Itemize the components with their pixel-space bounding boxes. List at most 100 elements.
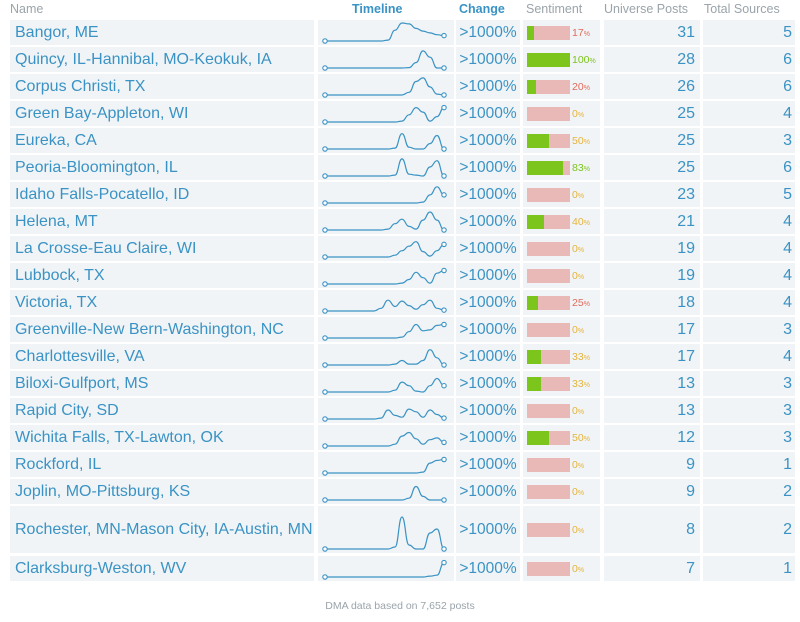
change-value: >1000% bbox=[456, 74, 520, 99]
sentiment-bar bbox=[527, 133, 570, 148]
header-change[interactable]: Change bbox=[459, 2, 505, 16]
sparkline-start-point bbox=[322, 470, 328, 476]
dma-name-link[interactable]: Wichita Falls, TX-Lawton, OK bbox=[10, 425, 314, 450]
table-row[interactable]: Rochester, MN-Mason City, IA-Austin, MN >… bbox=[0, 506, 800, 553]
dma-name-link[interactable]: Rapid City, SD bbox=[10, 398, 314, 423]
dma-name-link[interactable]: Helena, MT bbox=[10, 209, 314, 234]
table-row[interactable]: Charlottesville, VA >1000% 33% 17 4 bbox=[0, 344, 800, 369]
table-row[interactable]: Rockford, IL >1000% 0% 9 1 bbox=[0, 452, 800, 477]
dma-name-link[interactable]: Eureka, CA bbox=[10, 128, 314, 153]
sentiment-bar-positive bbox=[527, 349, 542, 364]
universe-posts-value: 8 bbox=[604, 506, 700, 553]
universe-posts-value: 23 bbox=[604, 182, 700, 207]
sparkline-end-point bbox=[441, 241, 447, 248]
table-row[interactable]: Bangor, ME >1000% 17% 31 5 bbox=[0, 20, 800, 45]
sentiment-percent: 83% bbox=[572, 162, 590, 176]
sentiment-percent-value: 50 bbox=[572, 134, 584, 147]
dma-name-link[interactable]: Peoria-Bloomington, IL bbox=[10, 155, 314, 180]
total-sources-value: 1 bbox=[703, 556, 795, 581]
universe-posts-value: 19 bbox=[604, 263, 700, 288]
timeline-sparkline bbox=[318, 452, 454, 477]
change-value: >1000% bbox=[456, 425, 520, 450]
table-row[interactable]: Greenville-New Bern-Washington, NC >1000%… bbox=[0, 317, 800, 342]
sparkline-svg bbox=[322, 431, 447, 449]
header-universe-posts[interactable]: Universe Posts bbox=[604, 2, 689, 16]
sentiment-cell: 33% bbox=[523, 344, 600, 369]
dma-name-link[interactable]: Rockford, IL bbox=[10, 452, 314, 477]
sentiment-percent-value: 50 bbox=[572, 431, 584, 444]
dma-name-link[interactable]: Biloxi-Gulfport, MS bbox=[10, 371, 314, 396]
total-sources-value: 3 bbox=[703, 425, 795, 450]
dma-name-link[interactable]: Clarksburg-Weston, WV bbox=[10, 556, 314, 581]
sentiment-percent-value: 17 bbox=[572, 26, 584, 39]
percent-sign: % bbox=[583, 84, 590, 92]
table-row[interactable]: Peoria-Bloomington, IL >1000% 83% 25 6 bbox=[0, 155, 800, 180]
total-sources-value: 1 bbox=[703, 452, 795, 477]
table-row[interactable]: Wichita Falls, TX-Lawton, OK >1000% 50% 12 3 bbox=[0, 425, 800, 450]
dma-name-link[interactable]: Joplin, MO-Pittsburg, KS bbox=[10, 479, 314, 504]
dma-name-link[interactable]: La Crosse-Eau Claire, WI bbox=[10, 236, 314, 261]
table-row[interactable]: Victoria, TX >1000% 25% 18 4 bbox=[0, 290, 800, 315]
table-row[interactable]: Idaho Falls-Pocatello, ID >1000% 0% 23 5 bbox=[0, 182, 800, 207]
dma-name-link[interactable]: Idaho Falls-Pocatello, ID bbox=[10, 182, 314, 207]
sparkline-start-point bbox=[322, 335, 328, 341]
total-sources-value: 6 bbox=[703, 47, 795, 72]
sparkline-line bbox=[324, 516, 445, 550]
total-sources-value: 4 bbox=[703, 236, 795, 261]
sparkline-line bbox=[325, 269, 445, 285]
dma-name-link[interactable]: Lubbock, TX bbox=[10, 263, 314, 288]
header-sentiment[interactable]: Sentiment bbox=[526, 2, 583, 16]
sentiment-bar-positive bbox=[527, 214, 545, 229]
sentiment-cell: 40% bbox=[523, 209, 600, 234]
dma-name-link[interactable]: Charlottesville, VA bbox=[10, 344, 314, 369]
table-row[interactable]: Eureka, CA >1000% 50% 25 3 bbox=[0, 128, 800, 153]
table-row[interactable]: Lubbock, TX >1000% 0% 19 4 bbox=[0, 263, 800, 288]
table-row[interactable]: Joplin, MO-Pittsburg, KS >1000% 0% 9 2 bbox=[0, 479, 800, 504]
dma-name-link[interactable]: Green Bay-Appleton, WI bbox=[10, 101, 314, 126]
dma-name-link[interactable]: Rochester, MN-Mason City, IA-Austin, MN bbox=[10, 506, 314, 553]
timeline-sparkline bbox=[318, 182, 454, 207]
percent-sign: % bbox=[577, 489, 585, 497]
table-row[interactable]: Rapid City, SD >1000% 0% 13 3 bbox=[0, 398, 800, 423]
dma-name-link[interactable]: Quincy, IL-Hannibal, MO-Keokuk, IA bbox=[10, 47, 314, 72]
dma-name-link[interactable]: Bangor, ME bbox=[10, 20, 314, 45]
sentiment-bar-positive bbox=[527, 376, 542, 391]
table-row[interactable]: Helena, MT >1000% 40% 21 4 bbox=[0, 209, 800, 234]
sparkline-start-point bbox=[322, 281, 328, 287]
sparkline-start-point bbox=[322, 416, 328, 422]
sentiment-percent: 17% bbox=[572, 27, 590, 41]
sentiment-percent-value: 33 bbox=[572, 377, 584, 390]
sentiment-bar-positive bbox=[527, 79, 536, 94]
total-sources-value: 4 bbox=[703, 263, 795, 288]
table-row[interactable]: Green Bay-Appleton, WI >1000% 0% 25 4 bbox=[0, 101, 800, 126]
table-row[interactable]: Corpus Christi, TX >1000% 20% 26 6 bbox=[0, 74, 800, 99]
header-name[interactable]: Name bbox=[10, 2, 44, 16]
change-value: >1000% bbox=[456, 344, 520, 369]
header-total-sources[interactable]: Total Sources bbox=[704, 2, 780, 16]
header-timeline[interactable]: Timeline bbox=[352, 2, 403, 16]
sparkline-start-point bbox=[322, 38, 328, 44]
sparkline-svg bbox=[322, 241, 447, 260]
dma-name-link[interactable]: Victoria, TX bbox=[10, 290, 314, 315]
sparkline-svg bbox=[322, 321, 447, 341]
dma-name-link[interactable]: Greenville-New Bern-Washington, NC bbox=[10, 317, 314, 342]
total-sources-value: 5 bbox=[703, 20, 795, 45]
sentiment-percent: 20% bbox=[572, 81, 590, 95]
sentiment-percent-value: 83 bbox=[572, 161, 584, 174]
table-row[interactable]: Biloxi-Gulfport, MS >1000% 33% 13 3 bbox=[0, 371, 800, 396]
percent-sign: % bbox=[577, 566, 585, 574]
table-row[interactable]: Clarksburg-Weston, WV >1000% 0% 7 1 bbox=[0, 556, 800, 581]
sparkline-end-point bbox=[441, 362, 447, 368]
sentiment-bar bbox=[527, 241, 570, 256]
dma-name-link[interactable]: Corpus Christi, TX bbox=[10, 74, 314, 99]
sparkline-line bbox=[325, 349, 445, 366]
sparkline-start-point bbox=[322, 200, 328, 206]
percent-sign: % bbox=[577, 273, 585, 281]
sparkline-svg bbox=[322, 559, 447, 580]
table-row[interactable]: La Crosse-Eau Claire, WI >1000% 0% 19 4 bbox=[0, 236, 800, 261]
sentiment-cell: 0% bbox=[523, 398, 600, 423]
sparkline-line bbox=[325, 241, 445, 258]
sentiment-percent-value: 0 bbox=[572, 269, 578, 282]
sentiment-cell: 0% bbox=[523, 236, 600, 261]
table-row[interactable]: Quincy, IL-Hannibal, MO-Keokuk, IA >1000%… bbox=[0, 47, 800, 72]
